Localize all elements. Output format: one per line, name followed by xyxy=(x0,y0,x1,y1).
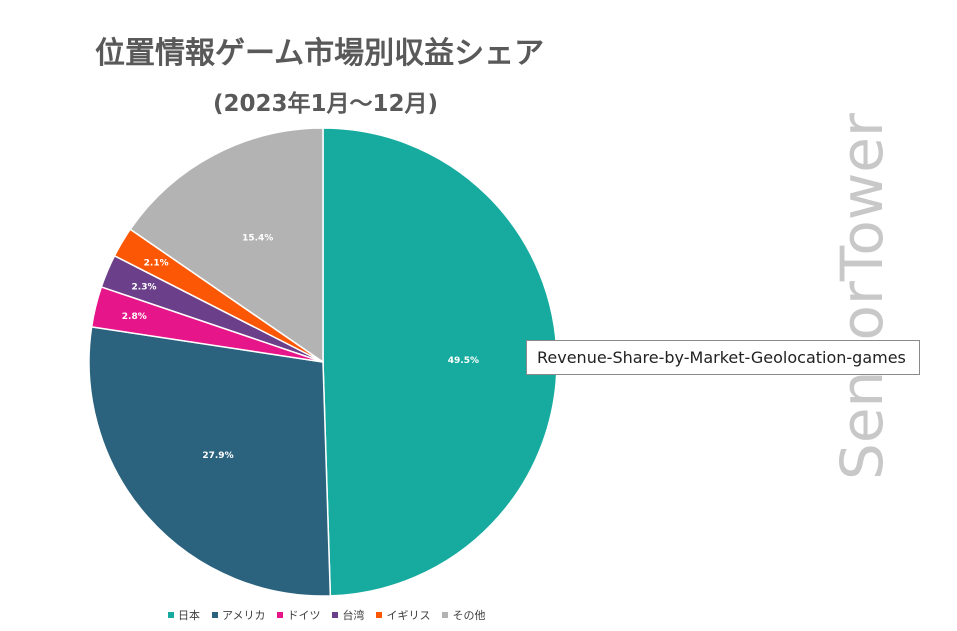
legend-label: その他 xyxy=(452,609,486,622)
pie-slice-1 xyxy=(88,325,332,597)
slice-label-2: 2.8% xyxy=(122,312,147,322)
chart-legend: 日本 アメリカ ドイツ 台湾 イギリス その他 xyxy=(168,607,485,623)
legend-item-2: ドイツ xyxy=(277,607,320,623)
legend-label: ドイツ xyxy=(287,609,321,622)
legend-item-0: 日本 xyxy=(168,607,200,623)
legend-label: アメリカ xyxy=(222,609,266,622)
legend-swatch xyxy=(277,612,284,618)
slice-label-1: 27.9% xyxy=(202,451,233,461)
legend-swatch xyxy=(168,612,174,618)
legend-swatch xyxy=(332,612,339,618)
chart-subtitle: (2023年1月～12月) xyxy=(213,91,439,117)
legend-swatch xyxy=(212,612,218,618)
slice-label-3: 2.3% xyxy=(132,283,157,293)
slice-label-0: 49.5% xyxy=(448,356,479,366)
legend-swatch xyxy=(376,612,383,618)
watermark-text: SensorTower xyxy=(828,113,896,480)
legend-label: 日本 xyxy=(178,609,200,622)
legend-item-1: アメリカ xyxy=(212,607,265,623)
legend-item-5: その他 xyxy=(442,607,485,623)
image-alt-tooltip: Revenue-Share-by-Market-Geolocation-game… xyxy=(526,340,920,375)
legend-item-3: 台湾 xyxy=(332,607,364,623)
legend-label: 台湾 xyxy=(342,609,365,622)
slice-label-4: 2.1% xyxy=(144,259,169,269)
slice-label-5: 15.4% xyxy=(242,234,273,244)
pie-slice-5 xyxy=(129,127,324,364)
legend-item-4: イギリス xyxy=(376,607,430,623)
pie-slice-0 xyxy=(322,127,558,597)
legend-label: イギリス xyxy=(386,609,431,622)
chart-title: 位置情報ゲーム市場別収益シェア xyxy=(95,36,545,71)
legend-swatch xyxy=(442,612,449,618)
